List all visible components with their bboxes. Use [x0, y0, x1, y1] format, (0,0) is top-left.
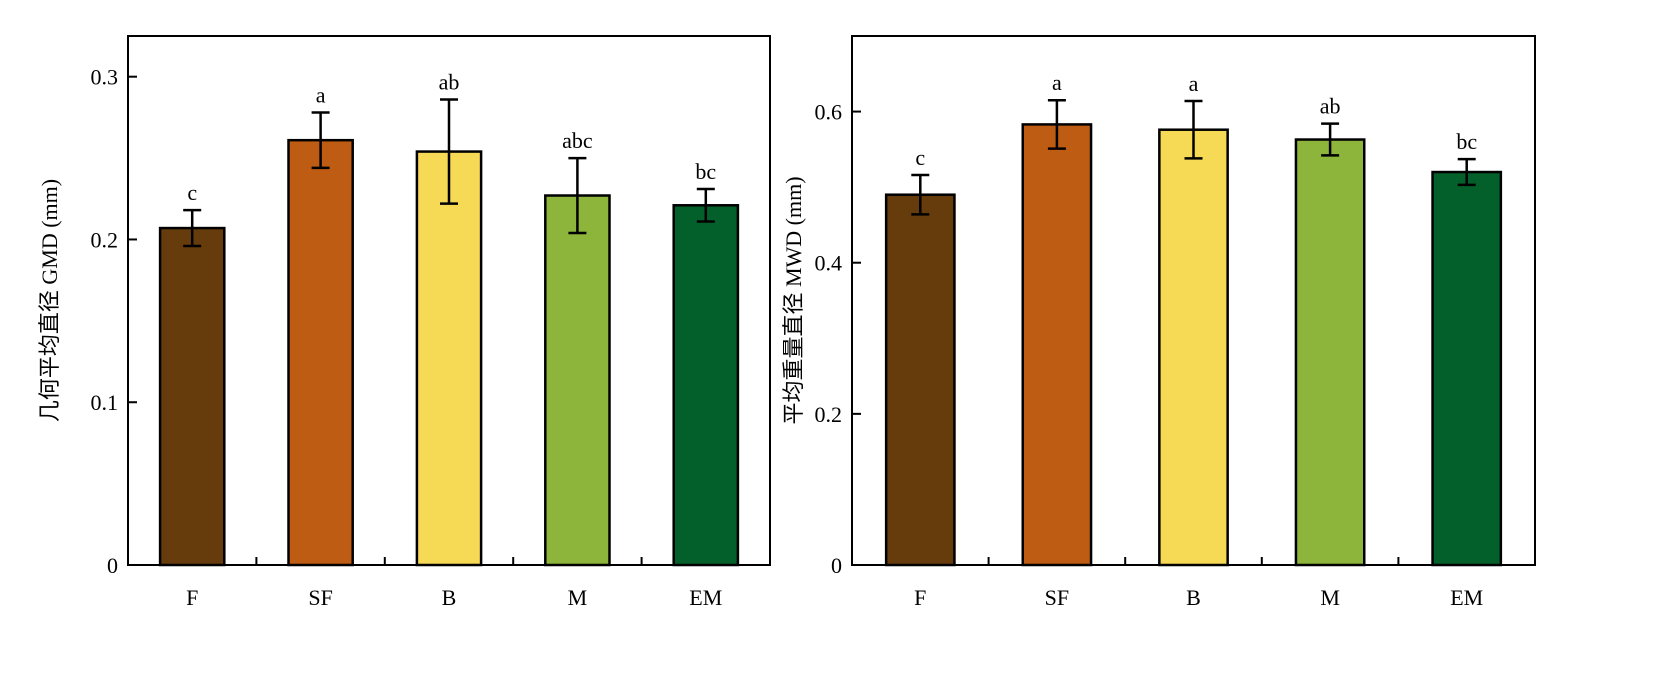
- significance-label: c: [915, 145, 925, 170]
- y-axis-label: 平均重量直径 MWD (mm): [781, 176, 806, 424]
- x-tick-label: F: [186, 585, 198, 610]
- bar-F: [158, 226, 226, 567]
- bar-B: [1158, 128, 1229, 567]
- bar-B: [415, 150, 483, 567]
- bar-SF: [287, 138, 354, 567]
- bar-SF: [1021, 123, 1093, 567]
- y-tick-label: 0: [107, 553, 118, 578]
- y-axis-label: 几何平均直径 GMD (mm): [37, 179, 62, 422]
- significance-label: ab: [439, 69, 460, 94]
- y-tick-label: 0: [831, 553, 842, 578]
- significance-label: a: [316, 83, 326, 108]
- bar-F: [884, 193, 956, 567]
- bar-M: [1294, 138, 1366, 567]
- chart-panel-2: c Fa SF a Bab Mbc EM 0 0.2 0.4 0.6 平均重量直径 MWD (mm): [781, 35, 1536, 610]
- significance-label: a: [1052, 70, 1062, 95]
- x-tick-label: F: [914, 585, 926, 610]
- bar-EM: [1431, 170, 1503, 567]
- significance-label: a: [1189, 71, 1199, 96]
- plot-frame: [127, 35, 771, 566]
- x-tick-label: M: [568, 585, 588, 610]
- plot-frame: [851, 35, 1536, 566]
- y-tick-label: 0.2: [815, 402, 843, 427]
- bar-EM: [672, 204, 740, 567]
- x-tick-label: SF: [1045, 585, 1069, 610]
- significance-label: c: [187, 180, 197, 205]
- y-tick-label: 0.6: [815, 100, 843, 125]
- significance-label: bc: [1456, 129, 1477, 154]
- y-tick-label: 0.3: [91, 65, 119, 90]
- x-tick-label: SF: [308, 585, 332, 610]
- y-tick-label: 0.2: [91, 227, 119, 252]
- significance-label: ab: [1320, 94, 1341, 119]
- significance-label: abc: [562, 128, 593, 153]
- y-tick-label: 0.4: [815, 251, 843, 276]
- bar-M: [544, 194, 611, 567]
- x-tick-label: EM: [689, 585, 722, 610]
- x-tick-label: B: [1186, 585, 1201, 610]
- y-tick-label: 0.1: [91, 390, 119, 415]
- significance-label: bc: [695, 159, 716, 184]
- x-tick-label: M: [1320, 585, 1340, 610]
- x-tick-label: B: [442, 585, 457, 610]
- x-tick-label: EM: [1450, 585, 1483, 610]
